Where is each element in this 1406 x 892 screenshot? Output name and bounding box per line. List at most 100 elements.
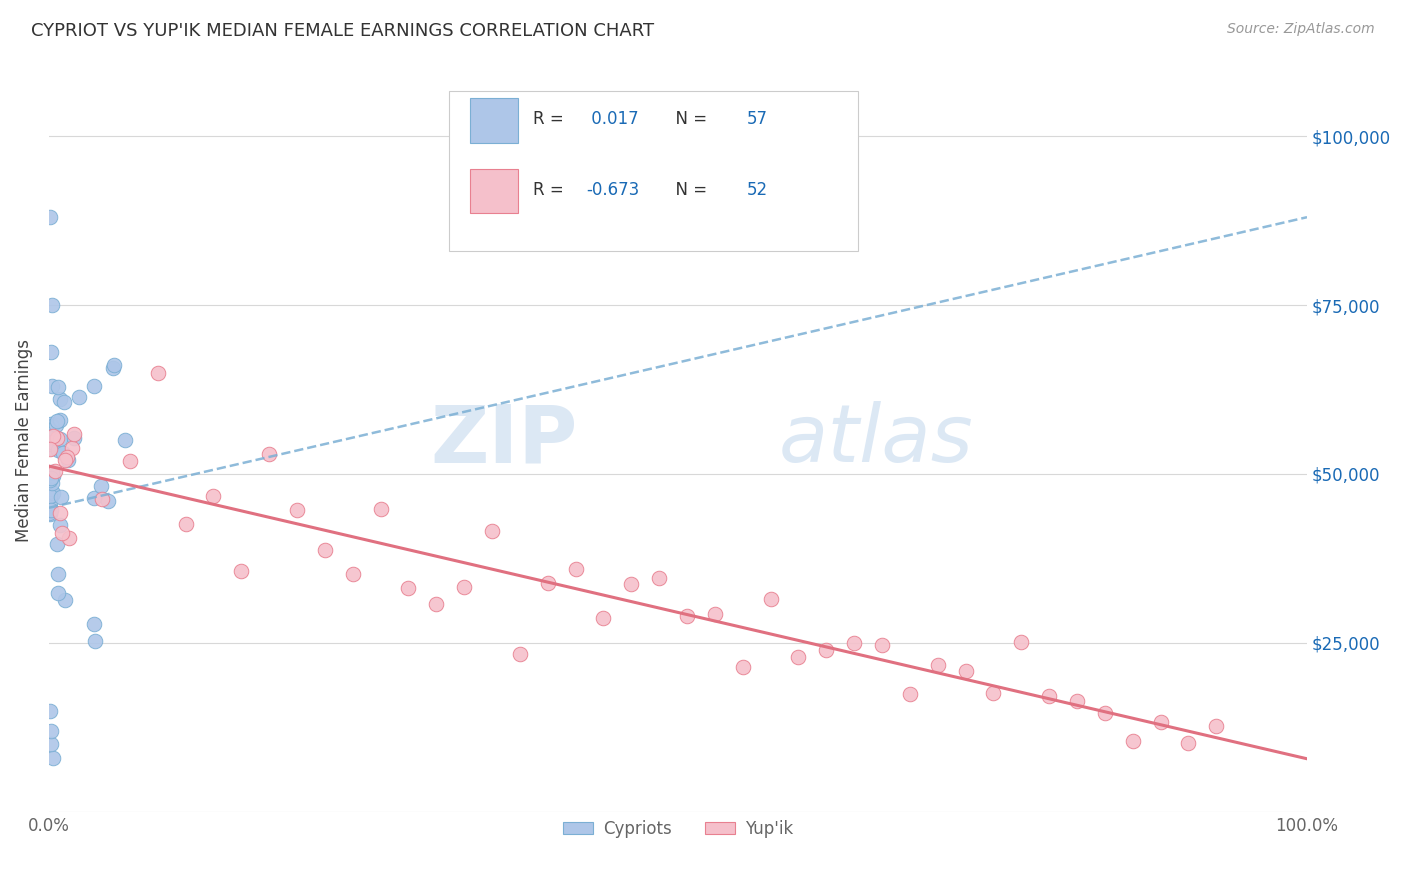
Point: [564, 561, 586, 575]
Point: [370, 502, 392, 516]
Point: [703, 607, 725, 622]
Point: [1094, 706, 1116, 720]
Point: [787, 649, 810, 664]
Point: [39, 471, 62, 485]
Point: [620, 576, 643, 591]
Point: [39, 470, 62, 484]
Point: [1066, 694, 1088, 708]
FancyBboxPatch shape: [449, 91, 858, 251]
Point: [67, 390, 90, 404]
Point: [39, 437, 62, 451]
Point: [759, 591, 782, 606]
Point: [396, 581, 419, 595]
Text: 57: 57: [747, 110, 768, 128]
Point: [38, 430, 60, 444]
Point: [118, 454, 141, 468]
Point: [1122, 734, 1144, 748]
Point: [97, 494, 120, 508]
Point: [202, 489, 225, 503]
Point: [48, 517, 70, 532]
Point: [842, 636, 865, 650]
Point: [1177, 736, 1199, 750]
Point: [90, 479, 112, 493]
Point: [52, 446, 75, 460]
Text: R =: R =: [533, 181, 569, 199]
Point: [39, 489, 62, 503]
Point: [41, 434, 63, 449]
FancyBboxPatch shape: [471, 98, 519, 143]
Point: [53, 395, 76, 409]
Point: [114, 434, 136, 448]
Point: [38, 473, 60, 487]
Point: [49, 506, 72, 520]
Legend: Cypriots, Yup'ik: Cypriots, Yup'ik: [557, 814, 800, 845]
Point: [955, 664, 977, 678]
Point: [39, 507, 62, 521]
Point: [38, 506, 60, 520]
Point: [51, 490, 73, 504]
Point: [41, 476, 63, 491]
Point: [45, 418, 67, 433]
Point: [285, 503, 308, 517]
Point: [39, 441, 62, 455]
Point: [314, 542, 336, 557]
Text: R =: R =: [533, 110, 569, 128]
Point: [1010, 635, 1032, 649]
Point: [56, 453, 79, 467]
Text: atlas: atlas: [779, 401, 973, 479]
Point: [83, 379, 105, 393]
Point: [481, 524, 503, 539]
Text: N =: N =: [665, 181, 713, 199]
Point: [231, 565, 253, 579]
Point: [927, 657, 949, 672]
Point: [39, 471, 62, 485]
Point: [56, 450, 79, 464]
Point: [537, 575, 560, 590]
Point: [83, 491, 105, 506]
Point: [48, 442, 70, 457]
Y-axis label: Median Female Earnings: Median Female Earnings: [15, 339, 32, 541]
Point: [38, 210, 60, 224]
Point: [58, 531, 80, 545]
Text: -0.673: -0.673: [586, 181, 640, 199]
Point: [46, 586, 69, 600]
Point: [39, 345, 62, 359]
Point: [60, 441, 83, 455]
Point: [41, 465, 63, 479]
Point: [101, 361, 124, 376]
Point: [51, 526, 73, 541]
FancyBboxPatch shape: [471, 169, 519, 213]
Point: [63, 426, 86, 441]
Point: [44, 464, 66, 478]
Point: [41, 468, 63, 483]
Point: [1205, 719, 1227, 733]
Point: [342, 567, 364, 582]
Point: [39, 495, 62, 509]
Point: [49, 392, 72, 407]
Point: [1149, 714, 1171, 729]
Text: 52: 52: [747, 181, 768, 199]
Point: [103, 359, 125, 373]
Point: [731, 660, 754, 674]
Point: [41, 486, 63, 500]
Point: [41, 483, 63, 498]
Text: ZIP: ZIP: [430, 401, 578, 479]
Point: [648, 572, 671, 586]
Point: [83, 633, 105, 648]
Point: [41, 751, 63, 765]
Point: [174, 517, 197, 532]
Point: [1038, 689, 1060, 703]
Point: [49, 413, 72, 427]
Point: [146, 366, 169, 380]
Point: [45, 414, 67, 428]
Point: [55, 592, 77, 607]
Point: [41, 379, 63, 393]
Point: [425, 597, 447, 611]
Point: [898, 687, 921, 701]
Point: [41, 298, 63, 312]
Point: [39, 737, 62, 751]
Point: [46, 380, 69, 394]
Point: [46, 431, 69, 445]
Point: [91, 491, 114, 506]
Point: [38, 704, 60, 718]
